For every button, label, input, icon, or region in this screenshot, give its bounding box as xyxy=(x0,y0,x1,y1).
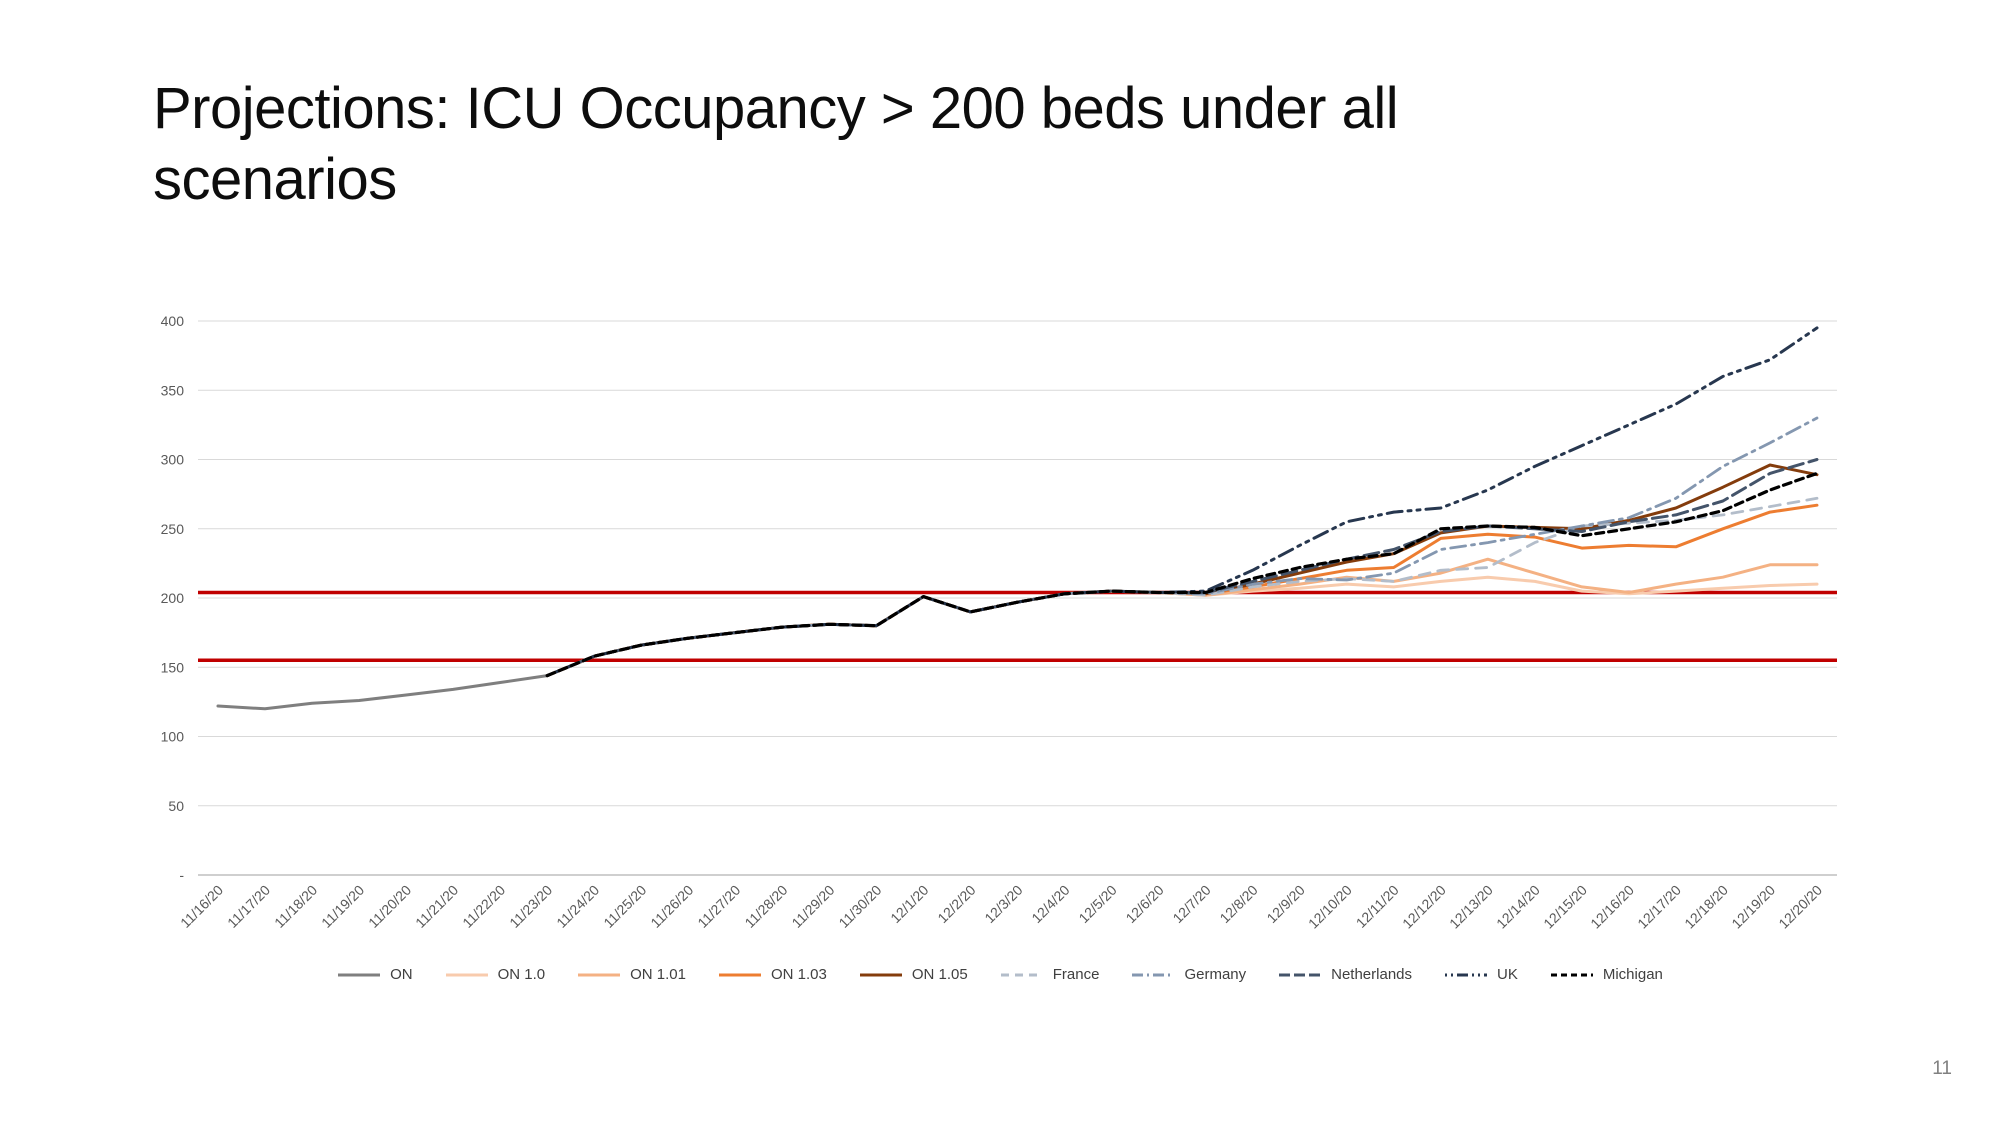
legend-label: ON 1.05 xyxy=(911,966,968,983)
legend-label: Germany xyxy=(1184,966,1247,983)
x-tick-label: 11/26/20 xyxy=(647,882,696,931)
y-tick-label: - xyxy=(179,867,184,883)
series-line-on-1-05 xyxy=(545,463,1819,678)
legend-label: ON 1.01 xyxy=(630,966,686,983)
x-tick-label: 11/16/20 xyxy=(177,882,226,931)
page-number: 11 xyxy=(1932,1058,1952,1079)
x-tick-label: 12/4/20 xyxy=(1028,882,1072,926)
legend-swatch-netherlands xyxy=(1279,973,1322,976)
legend-item-on-1-05: ON 1.05 xyxy=(859,966,968,983)
x-tick-label: 11/28/20 xyxy=(741,882,790,931)
y-tick-label: 200 xyxy=(161,590,185,606)
series-line-uk xyxy=(545,326,1819,678)
x-tick-label: 12/17/20 xyxy=(1634,882,1684,932)
x-tick-label: 12/1/20 xyxy=(887,882,931,926)
x-tick-label: 11/17/20 xyxy=(224,882,273,931)
slide-title: Projections: ICU Occupancy > 200 beds un… xyxy=(153,76,1399,212)
x-tick-label: 12/12/20 xyxy=(1399,882,1449,932)
x-tick-label: 12/19/20 xyxy=(1728,882,1778,932)
x-tick-label: 12/5/20 xyxy=(1075,882,1119,926)
x-tick-label: 11/22/20 xyxy=(459,882,508,931)
x-tick-label: 12/16/20 xyxy=(1587,882,1637,932)
legend-item-france: France xyxy=(1000,966,1100,983)
x-tick-label: 12/15/20 xyxy=(1540,882,1590,932)
legend-swatch-uk xyxy=(1445,973,1488,976)
legend-label: ON xyxy=(390,966,413,983)
legend-label: UK xyxy=(1497,966,1518,983)
legend-label: Netherlands xyxy=(1331,966,1413,983)
y-tick-label: 350 xyxy=(161,382,185,398)
legend-item-uk: UK xyxy=(1444,966,1518,983)
y-tick-label: 50 xyxy=(168,798,184,814)
x-tick-label: 11/24/20 xyxy=(553,882,602,931)
x-tick-label: 12/2/20 xyxy=(934,882,978,926)
x-tick-label: 11/18/20 xyxy=(271,882,320,931)
x-tick-label: 11/23/20 xyxy=(506,882,555,931)
legend-swatch-on xyxy=(338,973,381,976)
legend-swatch-on-1-01 xyxy=(578,973,621,976)
y-tick-label: 100 xyxy=(161,729,185,745)
legend-label: Michigan xyxy=(1602,966,1663,983)
x-tick-label: 12/10/20 xyxy=(1305,882,1355,932)
x-tick-label: 12/13/20 xyxy=(1446,882,1496,932)
chart-legend: ON ON 1.0 ON 1.01 ON 1.03 ON 1.05 France Germa… xyxy=(0,966,2000,983)
x-tick-label: 12/20/20 xyxy=(1775,882,1825,932)
y-tick-label: 250 xyxy=(161,521,185,537)
x-tick-label: 11/20/20 xyxy=(365,882,414,931)
series-line-on-1-01 xyxy=(545,557,1819,678)
x-tick-label: 12/18/20 xyxy=(1681,882,1731,932)
x-tick-label: 11/30/20 xyxy=(835,882,884,931)
x-tick-label: 12/14/20 xyxy=(1493,882,1543,932)
x-tick-label: 12/8/20 xyxy=(1216,882,1260,926)
y-tick-label: 300 xyxy=(161,452,185,468)
legend-swatch-on-1-03 xyxy=(719,973,761,976)
series-line-france xyxy=(545,496,1819,677)
x-tick-label: 11/29/20 xyxy=(788,882,837,931)
legend-item-michigan: Michigan xyxy=(1550,966,1663,983)
series-line-michigan xyxy=(545,471,1819,678)
legend-item-on-1-01: ON 1.01 xyxy=(577,966,686,983)
legend-label: ON 1.03 xyxy=(771,966,827,983)
x-tick-label: 11/21/20 xyxy=(412,882,461,931)
x-tick-label: 11/27/20 xyxy=(694,882,743,931)
x-tick-label: 12/3/20 xyxy=(981,882,1025,926)
legend-item-netherlands: Netherlands xyxy=(1278,966,1412,983)
legend-item-on: ON xyxy=(337,966,413,983)
legend-label: ON 1.0 xyxy=(497,966,546,983)
legend-swatch-france xyxy=(1000,973,1043,976)
x-tick-label: 11/19/20 xyxy=(318,882,367,931)
legend-item-germany: Germany xyxy=(1131,966,1246,983)
x-tick-label: 12/6/20 xyxy=(1122,882,1166,926)
y-tick-label: 400 xyxy=(161,313,185,329)
x-tick-label: 12/9/20 xyxy=(1263,882,1307,926)
legend-label: France xyxy=(1052,966,1100,983)
legend-swatch-michigan xyxy=(1550,973,1593,976)
series-line-on xyxy=(216,589,1161,711)
legend-swatch-on-1-0 xyxy=(445,973,488,976)
x-tick-label: 12/11/20 xyxy=(1353,882,1402,931)
legend-swatch-germany xyxy=(1132,973,1175,976)
x-tick-label: 11/25/20 xyxy=(600,882,649,931)
legend-item-on-1-0: ON 1.0 xyxy=(445,966,546,983)
x-tick-label: 12/7/20 xyxy=(1169,882,1213,926)
legend-item-on-1-03: ON 1.03 xyxy=(718,966,827,983)
series-line-netherlands xyxy=(545,458,1819,678)
y-tick-label: 150 xyxy=(161,659,185,675)
legend-swatch-on-1-05 xyxy=(859,973,902,976)
